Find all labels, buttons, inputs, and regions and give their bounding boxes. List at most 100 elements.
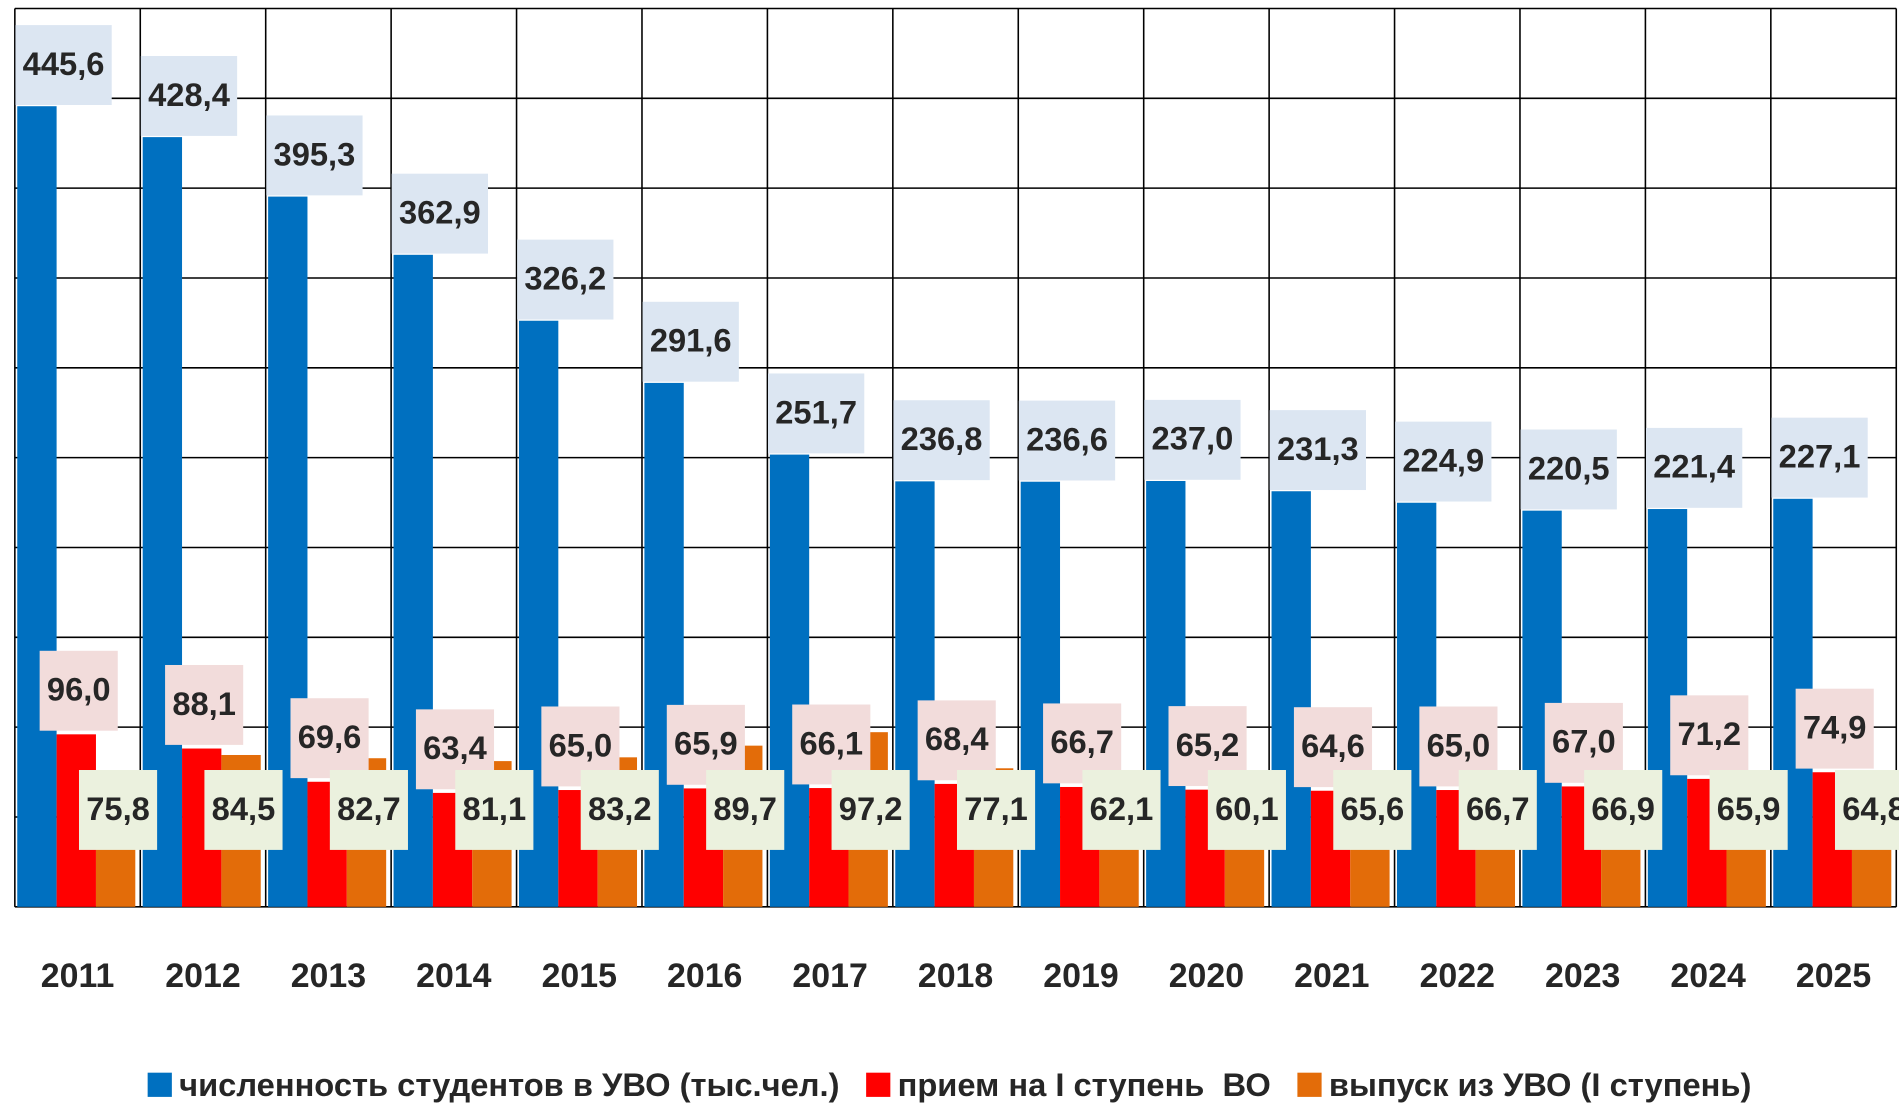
value-label: 64,8 (1842, 790, 1899, 827)
value-label: 65,2 (1176, 726, 1240, 763)
value-label: 96,0 (47, 671, 111, 708)
value-label: 445,6 (23, 45, 105, 82)
value-label-box (1207, 770, 1286, 850)
value-label-box (1834, 770, 1899, 850)
value-label: 77,1 (964, 790, 1028, 827)
value-label: 89,7 (713, 790, 777, 827)
value-label: 81,1 (463, 790, 527, 827)
value-label-box (290, 698, 369, 779)
value-label: 221,4 (1653, 448, 1735, 485)
value-label: 65,9 (674, 725, 738, 762)
value-label-box (1670, 695, 1749, 776)
value-label: 231,3 (1277, 430, 1359, 467)
x-tick-label: 2023 (1545, 957, 1620, 995)
value-label-box (391, 173, 489, 254)
value-label: 236,6 (1026, 420, 1108, 457)
value-label-box (39, 650, 118, 731)
value-label-box (642, 301, 739, 382)
value-label: 251,7 (775, 393, 857, 430)
value-label: 69,6 (298, 718, 362, 755)
legend-marker (147, 1072, 172, 1097)
legend-label: выпуск из УВО (I ступень) (1329, 1066, 1751, 1103)
value-label: 65,6 (1341, 790, 1405, 827)
value-label-box (329, 770, 408, 850)
x-tick-label: 2015 (542, 957, 617, 995)
value-label: 82,7 (337, 790, 401, 827)
x-tick-label: 2017 (792, 957, 867, 995)
value-label-box (893, 400, 990, 481)
value-label-box (580, 770, 659, 850)
legend-marker (1297, 1072, 1322, 1097)
value-label-box (517, 239, 614, 320)
value-label-box (204, 770, 283, 850)
value-label-box (831, 770, 910, 850)
value-label: 326,2 (524, 259, 606, 296)
value-label: 65,0 (549, 726, 613, 763)
value-label-box (1018, 400, 1116, 481)
value-label: 65,0 (1427, 726, 1491, 763)
value-label: 63,4 (423, 729, 487, 766)
value-label: 97,2 (839, 790, 903, 827)
value-label: 66,7 (1050, 723, 1114, 760)
value-label-box (1520, 429, 1617, 510)
value-label: 362,9 (399, 193, 481, 230)
x-tick-label: 2022 (1420, 957, 1495, 995)
value-label-box (1269, 410, 1367, 491)
value-label-box (1082, 770, 1161, 850)
value-label: 71,2 (1677, 715, 1741, 752)
value-label-box (1771, 417, 1868, 498)
x-tick-label: 2011 (41, 957, 115, 995)
value-label: 227,1 (1779, 437, 1861, 474)
value-label: 237,0 (1152, 420, 1234, 457)
value-label: 84,5 (212, 790, 276, 827)
x-tick-label: 2012 (165, 957, 240, 995)
x-tick-label: 2014 (416, 957, 492, 995)
value-label-box (1645, 427, 1743, 508)
value-label-box (1584, 770, 1663, 850)
value-label-box (165, 664, 244, 745)
value-label: 60,1 (1215, 790, 1279, 827)
x-tick-label: 2016 (667, 957, 742, 995)
x-tick-label: 2019 (1043, 957, 1118, 995)
value-label-box (1544, 702, 1623, 783)
value-label: 67,0 (1552, 723, 1616, 760)
value-label-box (266, 115, 363, 196)
value-label: 83,2 (588, 790, 652, 827)
value-label-box (140, 56, 238, 136)
value-label-box (1795, 688, 1874, 769)
x-tick-label: 2021 (1294, 957, 1369, 995)
value-label-box (455, 770, 534, 850)
value-label: 224,9 (1402, 441, 1484, 478)
value-label: 395,3 (274, 135, 356, 172)
legend-marker (866, 1072, 891, 1097)
value-label: 66,7 (1466, 790, 1530, 827)
value-label-box (956, 770, 1036, 850)
value-label-box (1333, 770, 1412, 850)
value-label: 74,9 (1803, 708, 1867, 745)
legend-label: численность студентов в УВО (тыс.чел.) (179, 1066, 839, 1103)
bar (17, 106, 57, 907)
value-label: 428,4 (148, 76, 230, 113)
value-label: 75,8 (86, 790, 150, 827)
value-label-box (917, 700, 996, 781)
value-label-box (1709, 770, 1788, 850)
value-label: 291,6 (650, 322, 732, 359)
value-label: 62,1 (1090, 790, 1154, 827)
value-label-box (78, 770, 158, 850)
value-label-box (767, 373, 865, 454)
x-tick-label: 2024 (1670, 957, 1746, 995)
value-label: 220,5 (1528, 449, 1610, 486)
x-tick-label: 2025 (1796, 957, 1871, 995)
x-tick-label: 2020 (1169, 957, 1244, 995)
value-label: 66,9 (1591, 790, 1655, 827)
value-label: 68,4 (925, 720, 989, 757)
x-tick-label: 2013 (291, 957, 366, 995)
value-label-box (15, 25, 112, 106)
value-label: 64,6 (1301, 727, 1365, 764)
value-label-box (706, 770, 785, 850)
value-label-box (1395, 421, 1492, 502)
legend-label: прием на I ступень ВО (898, 1066, 1271, 1103)
x-tick-label: 2018 (918, 957, 993, 995)
value-label: 236,8 (901, 420, 983, 457)
